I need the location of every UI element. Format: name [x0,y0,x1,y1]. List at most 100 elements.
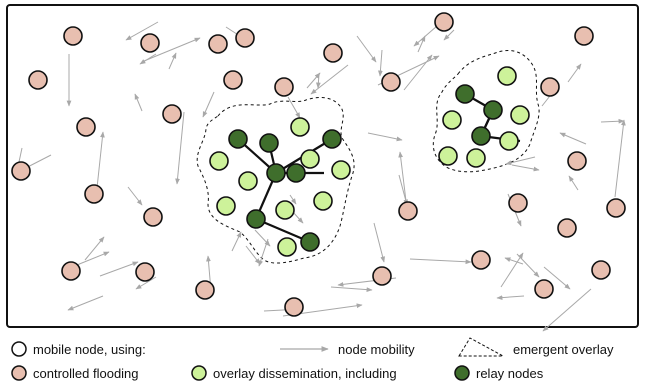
relay-node [471,126,491,146]
mobility-arrow [258,238,269,267]
relay-node [259,133,279,153]
emergent-overlay-boundary [432,50,540,173]
flooding-node [143,207,163,227]
mobility-arrow [84,236,105,261]
flooding-node [398,201,418,221]
flooding-node [381,72,401,92]
mobility-arrow [254,229,271,247]
mobility-arrow [443,29,455,41]
overlay-node [442,110,462,130]
mobility-arrow [500,252,524,288]
mobility-arrow [310,64,349,95]
overlay-node [238,171,258,191]
relay-node [246,209,266,229]
flooding-node [61,261,81,281]
overlay-node [275,200,295,220]
mobility-arrow [168,52,177,70]
pink-circle-icon [11,365,27,381]
mobility-arrow [175,111,185,185]
flooding-node [471,250,491,270]
flooding-node [11,161,31,181]
nodes [11,12,626,317]
mobility-arrow [231,231,242,252]
relay-node [286,163,306,183]
flooding-node [372,266,392,286]
relay-node [483,100,503,120]
flooding-node [223,70,243,90]
overlay-node [216,196,236,216]
mobility-arrow [139,53,157,65]
mobility-arrow [373,222,385,263]
flooding-node [534,279,554,299]
flooding-node [235,28,255,48]
mobility-arrow [67,295,104,311]
flooding-node [84,184,104,204]
mobility-arrow [398,151,407,202]
mobility-arrow [287,96,301,119]
mobility-arrow [330,286,373,292]
mobility-arrow [559,132,587,145]
flooding-node [28,70,48,90]
overlay-node [438,146,458,166]
flooding-node [208,34,228,54]
mobility-arrow [127,186,143,206]
mobility-arrow [568,175,579,191]
overlay-node [313,191,333,211]
mobility-arrow [202,91,215,118]
flooding-node [574,26,594,46]
legend-overlay-dissemination: overlay dissemination, including [213,366,397,381]
relay-node [300,232,320,252]
mobility-arrow [567,63,582,83]
mobility-arrow [125,21,159,41]
mobility-arrow [306,72,321,89]
mobility-arrow [135,276,157,290]
relay-node [322,129,342,149]
mobility-arrow [289,194,297,205]
legend-controlled-flooding: controlled flooding [33,366,139,381]
mobility-arrow [614,119,626,198]
mobility-arrow [403,54,433,91]
flooding-node [135,262,155,282]
mobility-arrow [356,35,377,63]
overlay-node [499,131,519,151]
mobility-arrow [600,118,625,124]
flooding-node [140,33,160,53]
flooding-node [76,117,96,137]
mobility-arrow [134,93,143,112]
flooding-node [195,280,215,300]
mobility-arrow [409,258,472,265]
legend-mobile-node: mobile node, using: [33,342,146,357]
diagram-frame [6,4,639,328]
mobility-arrow [143,37,201,62]
flooding-node [557,218,577,238]
mobility-arrow [543,266,571,290]
overlay-node [300,149,320,169]
white-circle-icon [11,341,27,357]
mobility-arrow [417,35,426,53]
mobility-arrow [496,295,525,300]
flooding-node [540,77,560,97]
dashed-triangle-icon [458,337,504,357]
mobility-arrow [96,131,105,189]
mobility-arrow [504,257,524,265]
overlay-node [510,105,530,125]
light-green-circle-icon [191,365,207,381]
mobility-arrow [505,156,536,166]
overlay-node [466,148,486,168]
flooding-node [284,297,304,317]
overlay-node [290,117,310,137]
mobility-arrow [99,261,139,277]
mobility-arrow [542,288,592,332]
overlay-node [209,151,229,171]
dark-green-circle-icon [454,365,470,381]
flooding-node [63,26,83,46]
mobility-arrow [378,49,383,77]
legend-relay-nodes: relay nodes [476,366,544,381]
flooding-node [606,198,626,218]
mobility-arrow [315,73,321,89]
overlay-node [331,160,351,180]
flooding-node [434,12,454,32]
overlay-node [277,237,297,257]
flooding-node [274,77,294,97]
